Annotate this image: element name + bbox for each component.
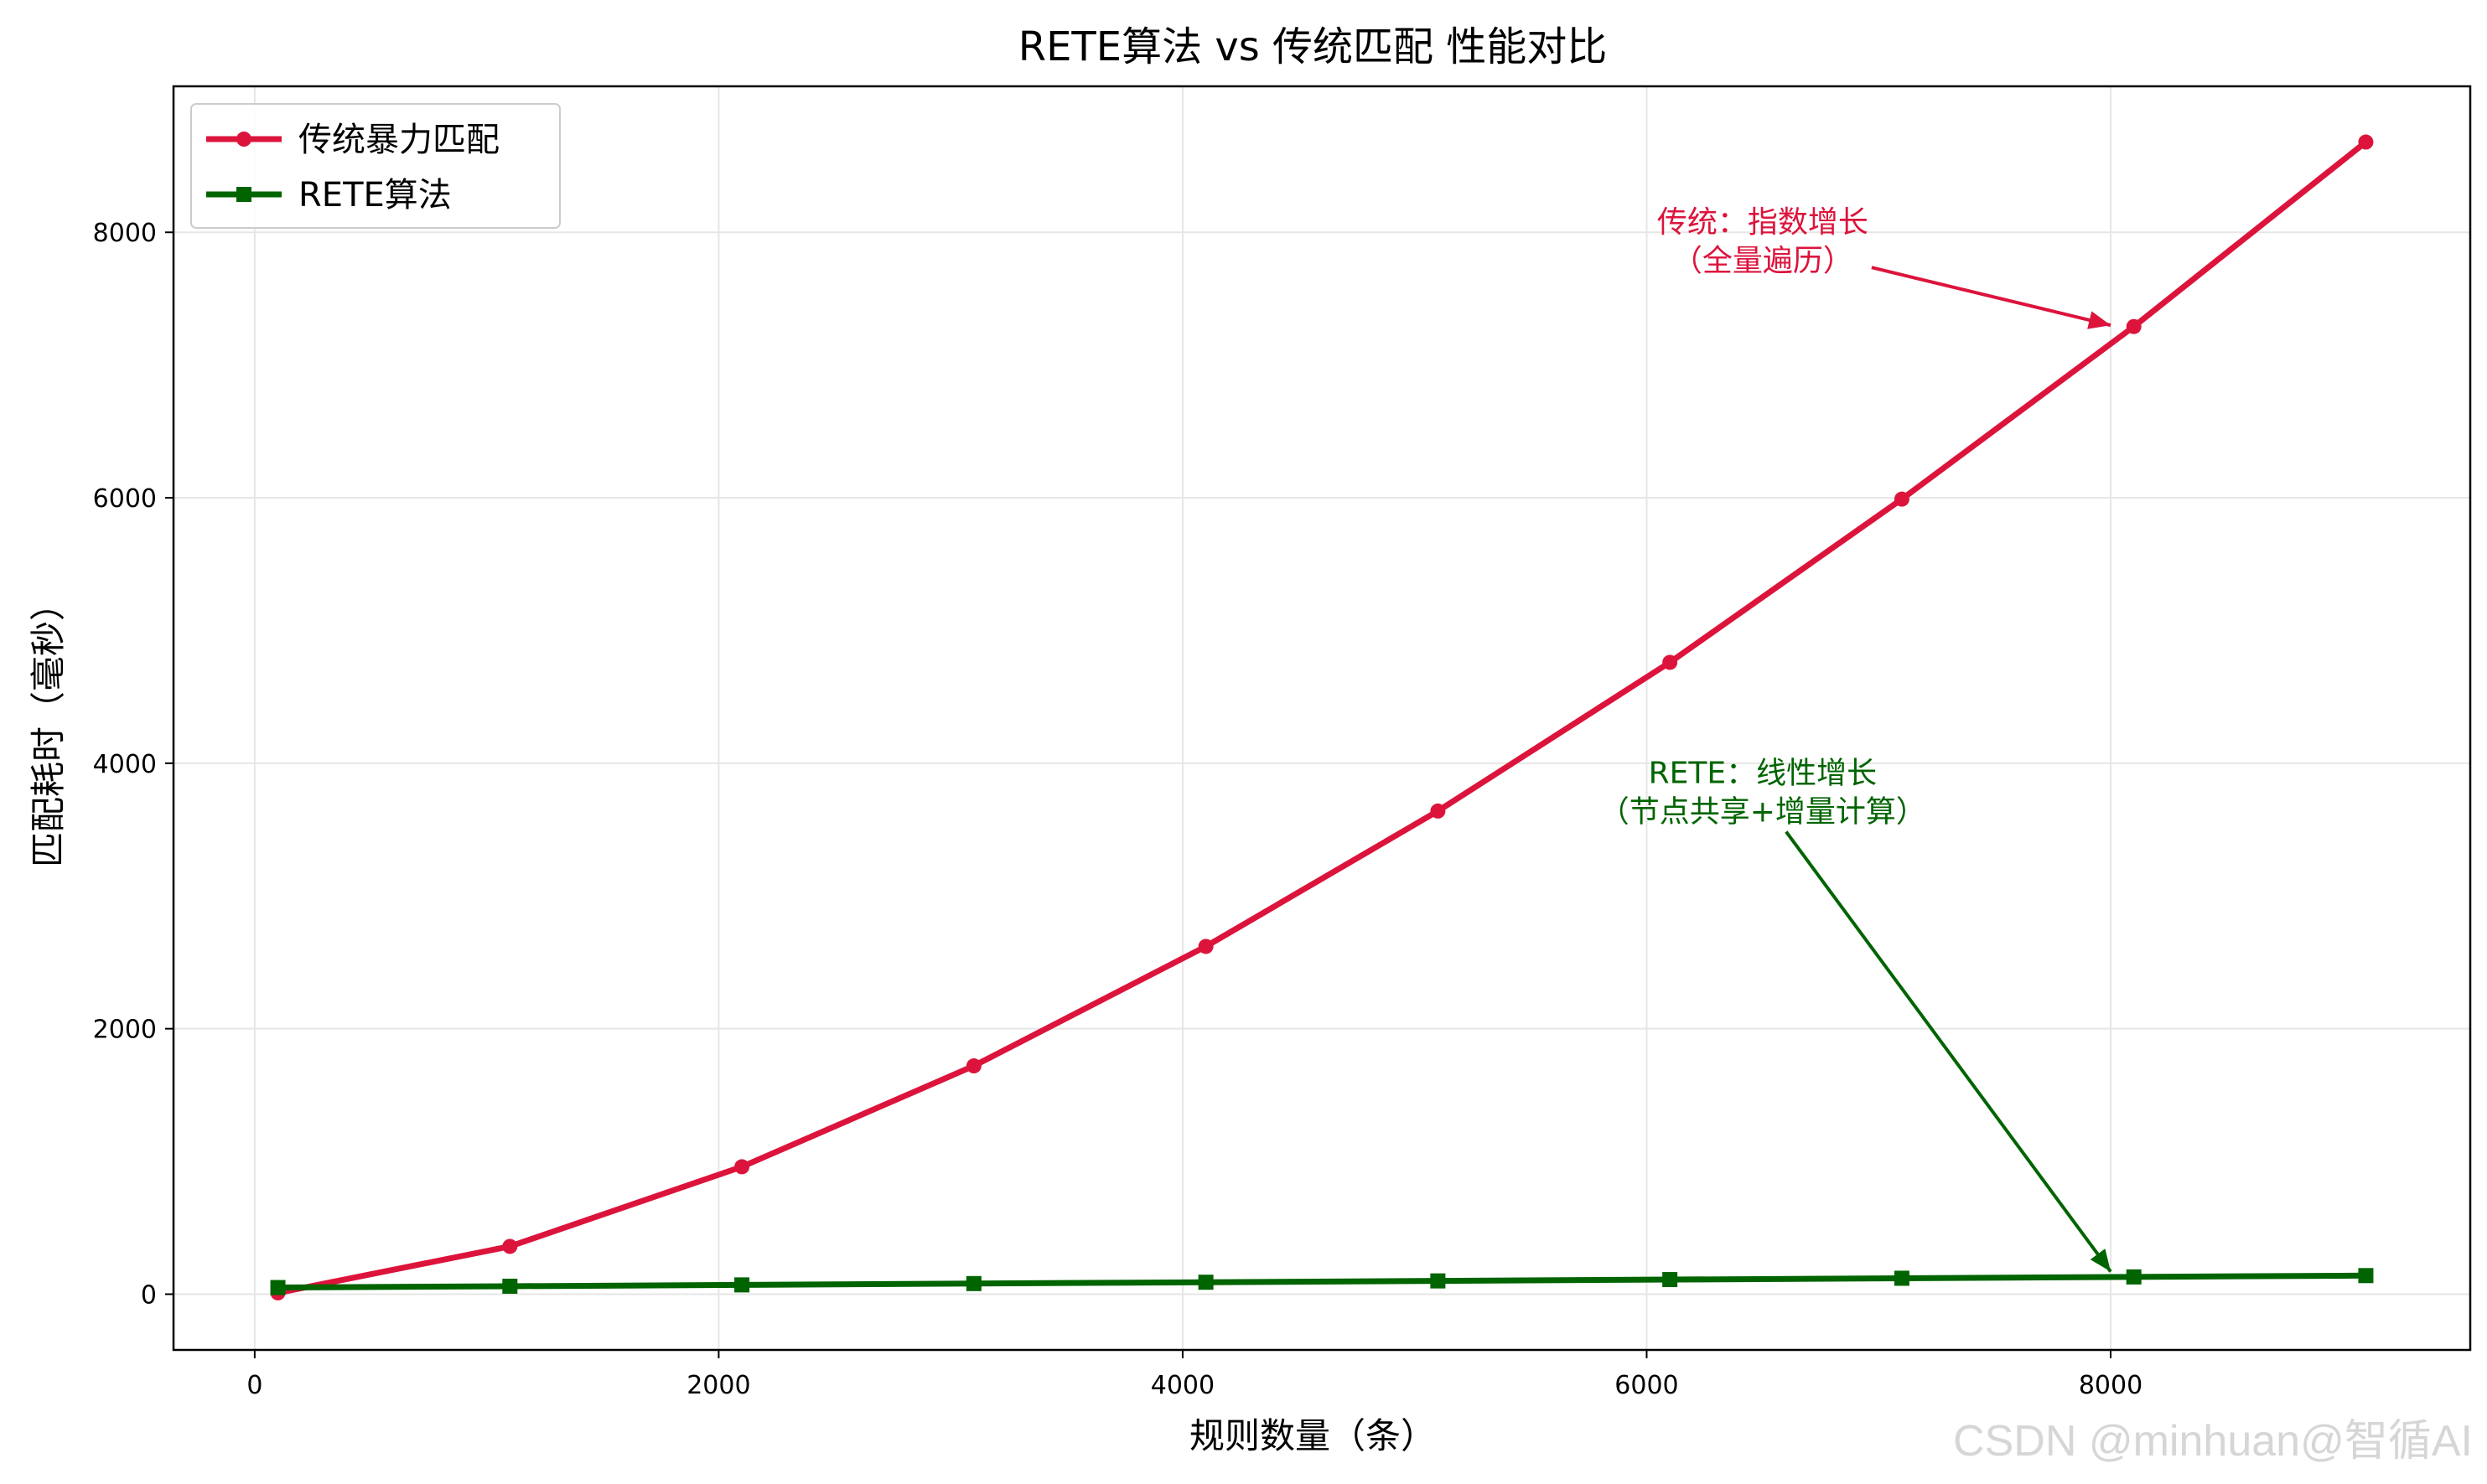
data-point-square: [1894, 1270, 1909, 1286]
annotations: 传统：指数增长 （全量遍历） RETE：线性增长 （节点共享+增量计算）: [1599, 205, 2112, 1273]
plot-border: [172, 85, 2472, 1352]
data-point-circle: [1198, 938, 1214, 954]
data-point-square: [734, 1277, 750, 1293]
watermark-text: CSDN @minhuan@智循AI: [1953, 1417, 2473, 1466]
y-tick-label: 4000: [93, 750, 157, 779]
data-point-square: [502, 1278, 518, 1294]
annotation-arrow-shaft: [1871, 266, 2111, 328]
annotation-arrow-shaft: [1785, 830, 2112, 1273]
data-point-square: [270, 1280, 286, 1295]
data-point-circle: [966, 1058, 982, 1074]
x-tick-label: 8000: [2079, 1371, 2142, 1400]
legend-marker-square: [236, 187, 251, 202]
y-tick-label: 2000: [93, 1016, 157, 1045]
data-point-circle: [734, 1159, 750, 1175]
data-point-circle: [502, 1238, 518, 1254]
series-line-2: [275, 1272, 2369, 1291]
legend-box: [190, 103, 561, 229]
data-point-circle: [1430, 803, 1446, 819]
data-point-circle: [1894, 491, 1909, 507]
y-tick-label: 6000: [93, 484, 157, 514]
data-point-square: [1430, 1273, 1446, 1289]
y-tick-label: 8000: [93, 219, 157, 248]
data-point-circle: [1662, 654, 1678, 670]
chart-title: RETE算法 vs 传统匹配 性能对比: [1018, 23, 1608, 70]
grid: [174, 86, 2470, 1350]
y-axis-title: 匹配耗时（毫秒）: [28, 586, 69, 867]
legend-label: RETE算法: [298, 176, 452, 215]
data-point-square: [2358, 1268, 2374, 1284]
x-tick-label: 4000: [1151, 1371, 1215, 1400]
annotation-text: 传统：指数增长: [1657, 205, 1868, 240]
annotation-text: （节点共享+增量计算）: [1599, 795, 1926, 830]
x-tick-label: 0: [246, 1371, 262, 1400]
series-line-1: [275, 139, 2369, 1296]
annotation-arrow-head: [2087, 311, 2111, 329]
x-axis-title: 规则数量（条）: [1189, 1415, 1436, 1456]
series-layer: [270, 134, 2374, 1300]
legend-marker-circle: [236, 132, 251, 147]
data-point-square: [966, 1275, 982, 1291]
annotation-text: （全量遍历）: [1672, 244, 1853, 278]
plot-frame: [172, 85, 2472, 1352]
data-point-square: [1198, 1275, 1214, 1290]
ticks: 0 2000 4000 6000 8000 0 2000 4000 6000 8000: [93, 219, 2143, 1400]
data-point-square: [2126, 1269, 2142, 1285]
x-tick-label: 6000: [1614, 1371, 1678, 1400]
data-point-square: [1662, 1272, 1678, 1288]
legend: 传统暴力匹配 RETE算法: [190, 103, 561, 229]
legend-label: 传统暴力匹配: [298, 121, 500, 159]
y-tick-label: 0: [141, 1280, 157, 1310]
data-point-circle: [2126, 318, 2142, 334]
x-tick-label: 2000: [687, 1371, 750, 1400]
annotation-text: RETE：线性增长: [1649, 757, 1878, 791]
annotation-arrow-head: [2090, 1249, 2111, 1272]
data-point-circle: [2358, 134, 2374, 150]
